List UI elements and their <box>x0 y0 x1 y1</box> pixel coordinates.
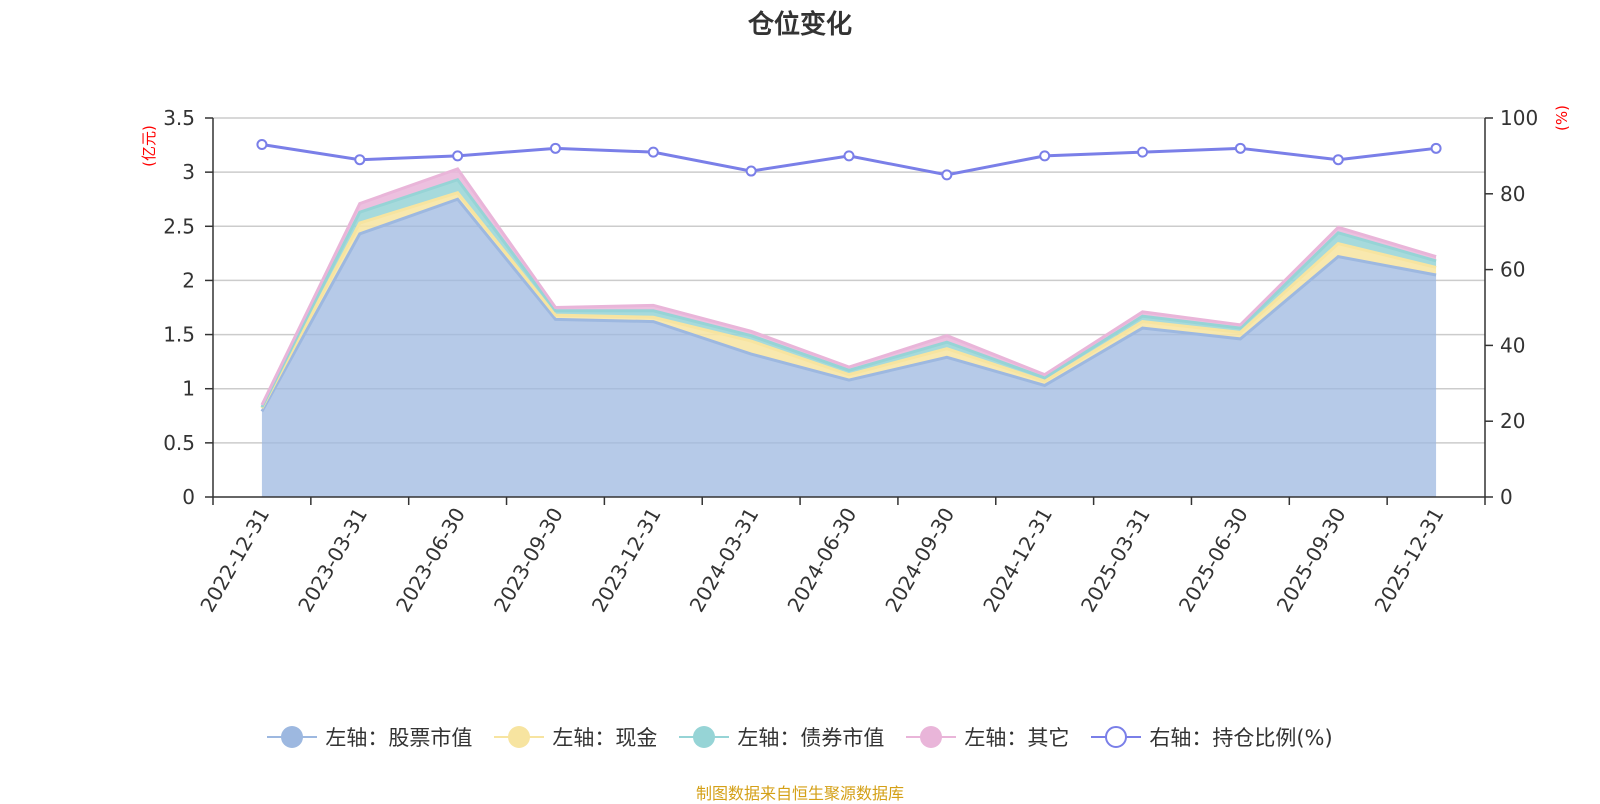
x-tick-label: 2023-06-30 <box>391 504 470 617</box>
right-tick-label: 40 <box>1500 333 1525 357</box>
x-tick-label: 2025-12-31 <box>1370 504 1449 617</box>
legend-label: 左轴：股票市值 <box>325 726 473 750</box>
left-tick-label: 1.5 <box>163 323 195 347</box>
ratio-point <box>354 154 366 166</box>
area-series-edge <box>260 167 1437 406</box>
x-tick-label: 2023-12-31 <box>587 504 666 617</box>
legend-label: 左轴：其它 <box>964 726 1070 750</box>
x-tick-label: 2024-09-30 <box>880 504 959 617</box>
area-series <box>261 199 1437 497</box>
x-tick-label: 2022-12-31 <box>195 504 274 617</box>
right-axis-unit: (%) <box>1553 105 1571 131</box>
source-footer: 制图数据来自恒生聚源数据库 <box>695 784 904 803</box>
x-tick-label: 2024-06-30 <box>782 504 861 617</box>
ratio-point <box>549 142 561 154</box>
legend-marker-icon <box>1091 725 1142 749</box>
x-tick-label: 2025-06-30 <box>1174 504 1253 617</box>
ratio-point <box>256 139 268 151</box>
ratio-point <box>843 150 855 162</box>
left-tick-label: 0 <box>182 485 195 509</box>
legend-item[interactable]: 左轴：其它 <box>906 722 1069 752</box>
right-tick-label: 80 <box>1500 182 1525 206</box>
ratio-point <box>941 169 953 181</box>
legend-item[interactable]: 右轴：持仓比例(%) <box>1091 722 1333 752</box>
ratio-point <box>452 150 464 162</box>
legend-item[interactable]: 左轴：现金 <box>494 722 657 752</box>
legend-marker-icon <box>494 725 545 749</box>
left-tick-label: 2 <box>182 268 195 292</box>
right-tick-label: 0 <box>1500 485 1513 509</box>
ratio-point <box>647 146 659 158</box>
chart-canvas: 0 0.5 1 1.5 2 2.5 3 3.5 0 20 40 60 80 100 (亿元) (%) 2022-… <box>140 105 1571 617</box>
ratio-point <box>1430 142 1442 154</box>
left-tick-label: 1 <box>182 377 195 401</box>
right-tick-label: 100 <box>1500 106 1538 130</box>
right-tick-label: 20 <box>1500 409 1525 433</box>
ratio-point <box>1332 154 1344 166</box>
ratio-point <box>1234 142 1246 154</box>
area-series-edge <box>260 190 1437 409</box>
ratio-point <box>1137 146 1149 158</box>
left-tick-label: 3 <box>182 160 195 184</box>
left-tick-label: 2.5 <box>163 214 195 238</box>
left-axis-unit: (亿元) <box>140 125 158 167</box>
left-tick-label: 0.5 <box>163 431 195 455</box>
legend-item[interactable]: 左轴：债券市值 <box>679 722 884 752</box>
right-tick-label: 60 <box>1500 258 1525 282</box>
legend-item[interactable]: 左轴：股票市值 <box>267 722 472 752</box>
legend: 左轴：股票市值 左轴：现金 左轴：债券市值 左轴：其它 右轴：持仓比例(%) <box>0 722 1600 752</box>
left-tick-label: 3.5 <box>163 106 195 130</box>
legend-label: 右轴：持仓比例(%) <box>1149 726 1333 750</box>
area-series-edge <box>260 177 1437 408</box>
ratio-point <box>745 165 757 177</box>
x-tick-label: 2025-09-30 <box>1272 504 1351 617</box>
ratio-point <box>1039 150 1051 162</box>
legend-label: 左轴：现金 <box>552 726 658 750</box>
x-tick-label: 2023-03-31 <box>293 504 372 617</box>
legend-marker-icon <box>679 725 730 749</box>
area-series-edge <box>260 197 1437 413</box>
legend-marker-icon <box>906 725 957 749</box>
x-tick-label: 2025-03-31 <box>1076 504 1155 617</box>
x-tick-label: 2024-03-31 <box>685 504 764 617</box>
chart-title: 仓位变化 <box>747 10 852 40</box>
legend-label: 左轴：债券市值 <box>737 726 885 750</box>
legend-marker-icon <box>267 725 318 749</box>
x-tick-label: 2024-12-31 <box>978 504 1057 617</box>
x-tick-label: 2023-09-30 <box>489 504 568 617</box>
